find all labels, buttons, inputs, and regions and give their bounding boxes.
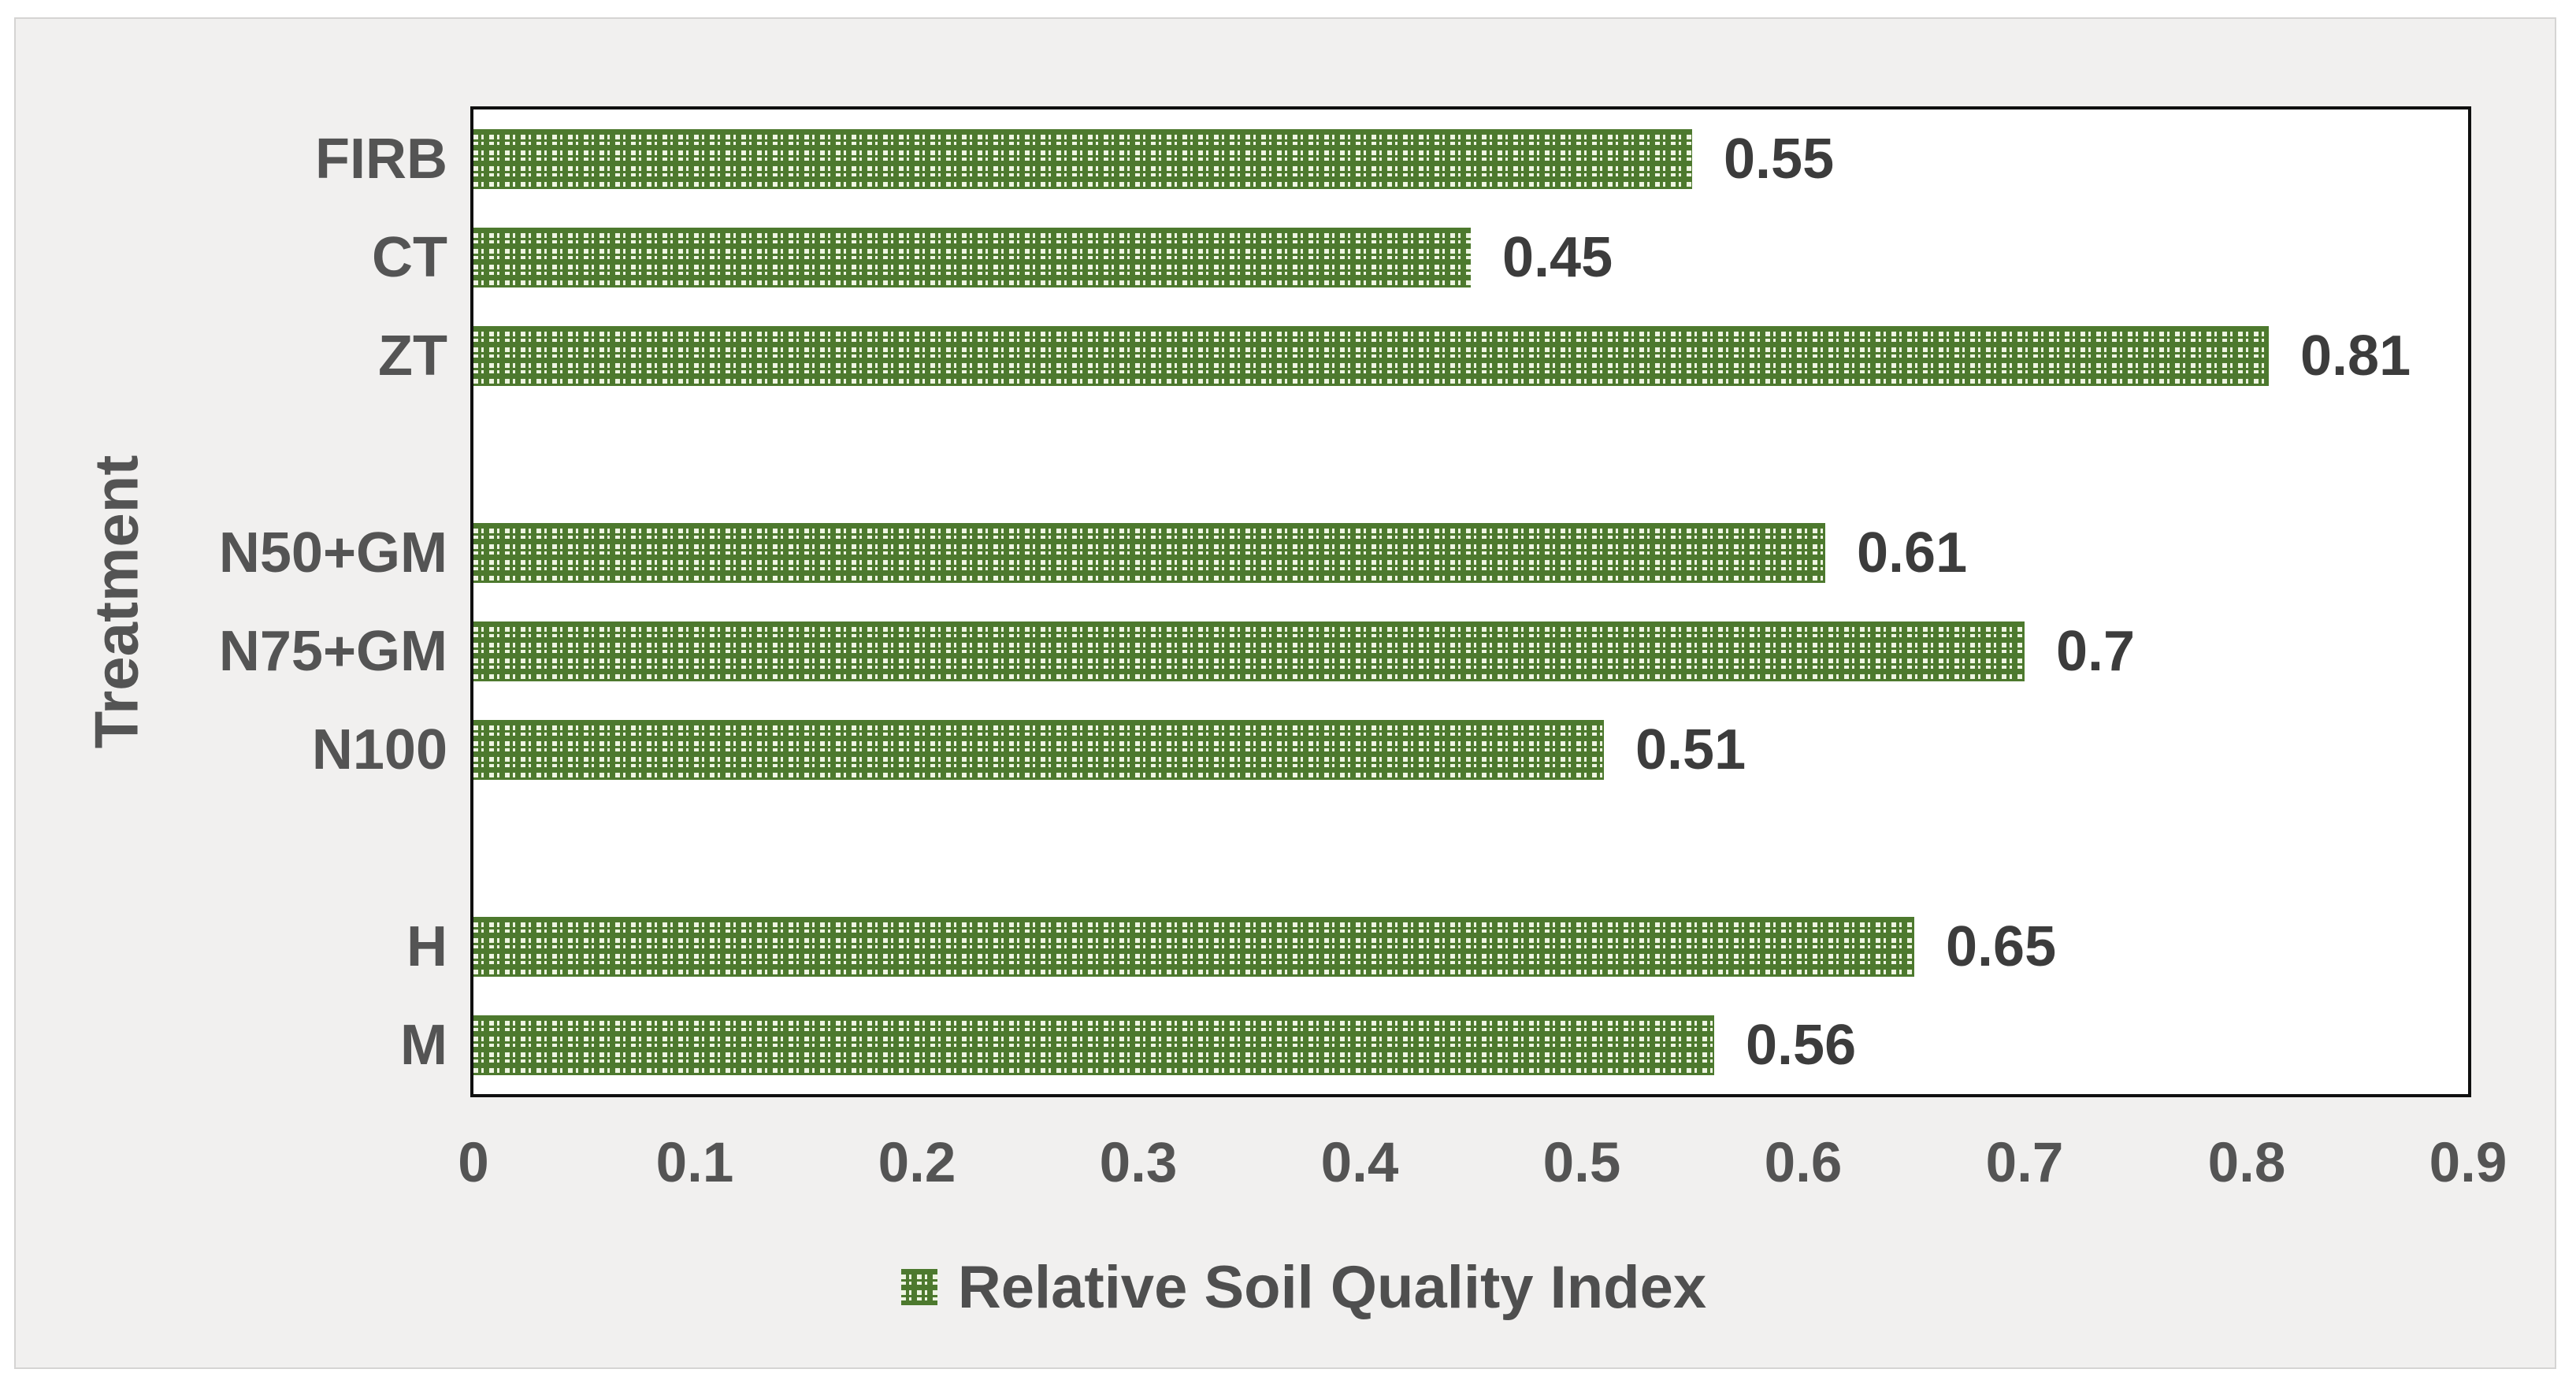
legend-label: Relative Soil Quality Index [957, 1253, 1707, 1321]
legend-swatch-icon [900, 1269, 937, 1305]
bar [473, 621, 2025, 681]
bar-value-label: 0.61 [1857, 521, 1968, 584]
category-label: ZT [378, 325, 447, 388]
bar [473, 228, 1471, 288]
x-tick-label: 0 [458, 1132, 489, 1194]
category-label: N75+GM [218, 620, 447, 683]
bar [473, 523, 1825, 583]
x-tick-label: 0.8 [2207, 1132, 2286, 1194]
category-label: N100 [311, 718, 447, 781]
bar [473, 917, 1914, 977]
bar-value-label: 0.65 [1946, 915, 2057, 978]
bar-value-label: 0.55 [1724, 128, 1835, 191]
bar-value-label: 0.45 [1502, 226, 1613, 289]
x-tick-label: 0.6 [1764, 1132, 1843, 1194]
y-axis-title: Treatment [81, 454, 151, 749]
chart-panel: 0.55 0.45 0.81 0.61 0.7 0.51 0.65 0.56 FIRB CT ZT… [14, 17, 2556, 1369]
bar-value-label: 0.51 [1635, 718, 1746, 781]
x-tick-label: 0.4 [1320, 1132, 1399, 1194]
bar-value-label: 0.56 [1746, 1014, 1857, 1077]
legend: Relative Soil Quality Index [16, 1248, 2576, 1326]
x-tick-label: 0.1 [655, 1132, 734, 1194]
category-label: M [400, 1014, 447, 1077]
x-tick-label: 0.5 [1542, 1132, 1621, 1194]
bar [473, 720, 1604, 780]
x-tick-label: 0.3 [1099, 1132, 1178, 1194]
category-label: N50+GM [218, 521, 447, 584]
x-tick-label: 0.7 [1985, 1132, 2064, 1194]
bar-value-label: 0.7 [2056, 620, 2136, 683]
category-label: H [406, 915, 447, 978]
bar [473, 129, 1692, 189]
bar-value-label: 0.81 [2300, 325, 2411, 388]
x-tick-label: 0.9 [2429, 1132, 2507, 1194]
bar [473, 1015, 1714, 1075]
bar [473, 326, 2269, 386]
category-label: CT [372, 226, 447, 289]
x-tick-label: 0.2 [878, 1132, 956, 1194]
category-label: FIRB [315, 128, 447, 191]
